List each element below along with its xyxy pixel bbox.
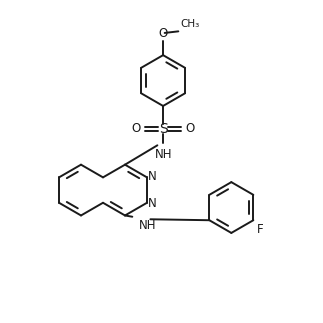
Text: O: O bbox=[185, 122, 195, 135]
Text: NH: NH bbox=[139, 219, 157, 232]
Text: O: O bbox=[131, 122, 141, 135]
Text: CH₃: CH₃ bbox=[181, 19, 200, 29]
Text: N: N bbox=[148, 170, 157, 183]
Text: N: N bbox=[148, 197, 157, 210]
Text: S: S bbox=[159, 122, 167, 136]
Text: O: O bbox=[159, 26, 168, 40]
Text: F: F bbox=[256, 224, 263, 236]
Text: NH: NH bbox=[155, 148, 172, 161]
